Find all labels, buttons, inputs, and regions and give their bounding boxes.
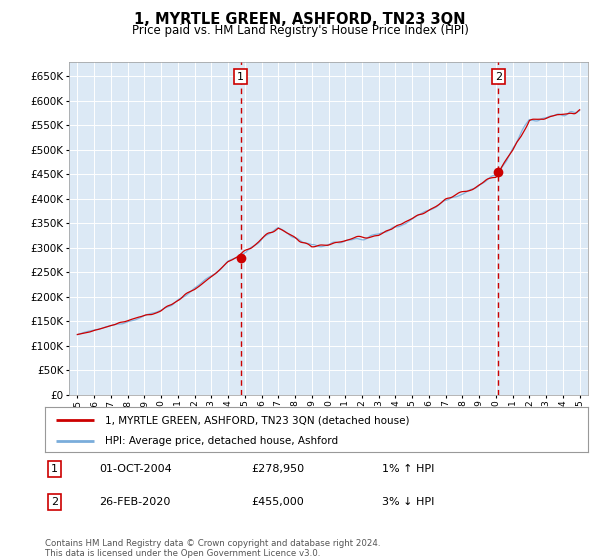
Text: 1, MYRTLE GREEN, ASHFORD, TN23 3QN (detached house): 1, MYRTLE GREEN, ASHFORD, TN23 3QN (deta…: [105, 416, 409, 426]
Text: 1, MYRTLE GREEN, ASHFORD, TN23 3QN: 1, MYRTLE GREEN, ASHFORD, TN23 3QN: [134, 12, 466, 27]
Text: HPI: Average price, detached house, Ashford: HPI: Average price, detached house, Ashf…: [105, 436, 338, 446]
Text: 1: 1: [51, 464, 58, 474]
Text: 3% ↓ HPI: 3% ↓ HPI: [382, 497, 434, 507]
Text: 1: 1: [237, 72, 244, 82]
Text: 1% ↑ HPI: 1% ↑ HPI: [382, 464, 434, 474]
Text: 2: 2: [495, 72, 502, 82]
Text: £455,000: £455,000: [251, 497, 304, 507]
Text: 01-OCT-2004: 01-OCT-2004: [100, 464, 172, 474]
Text: 26-FEB-2020: 26-FEB-2020: [100, 497, 170, 507]
Text: £278,950: £278,950: [251, 464, 304, 474]
Text: Price paid vs. HM Land Registry's House Price Index (HPI): Price paid vs. HM Land Registry's House …: [131, 24, 469, 37]
Text: Contains HM Land Registry data © Crown copyright and database right 2024.
This d: Contains HM Land Registry data © Crown c…: [45, 539, 380, 558]
Text: 2: 2: [51, 497, 58, 507]
